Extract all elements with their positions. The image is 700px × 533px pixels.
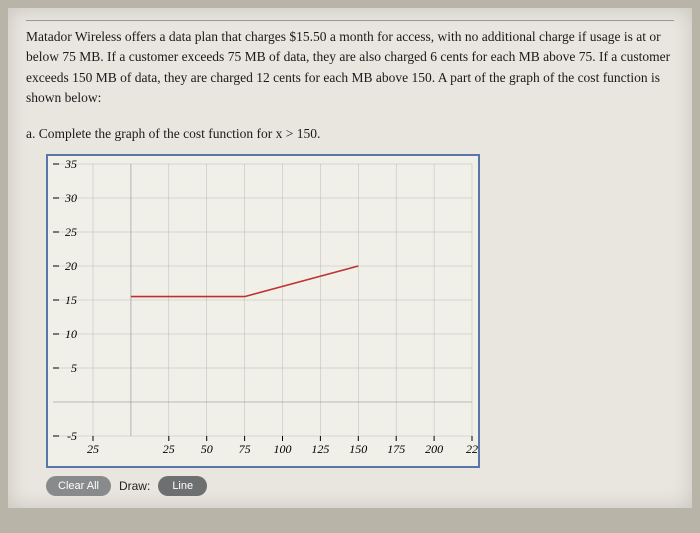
draw-controls: Clear All Draw: Line: [46, 476, 674, 496]
svg-text:125: 125: [311, 442, 329, 456]
svg-text:25: 25: [163, 442, 175, 456]
chart-container: -5 5 10 15 20 25 30 35 25 25 50 75 100 125 150 175 200 22: [46, 154, 486, 468]
svg-text:25: 25: [65, 225, 77, 239]
svg-text:100: 100: [274, 442, 292, 456]
svg-text:10: 10: [65, 327, 77, 341]
svg-text:20: 20: [65, 259, 77, 273]
problem-statement: Matador Wireless offers a data plan that…: [26, 20, 674, 108]
question-a: a. Complete the graph of the cost functi…: [26, 126, 674, 142]
svg-text:175: 175: [387, 442, 405, 456]
svg-text:200: 200: [425, 442, 443, 456]
svg-text:35: 35: [64, 157, 77, 171]
svg-text:-5: -5: [67, 429, 77, 443]
svg-text:75: 75: [239, 442, 251, 456]
svg-text:5: 5: [71, 361, 77, 375]
svg-text:15: 15: [65, 293, 77, 307]
clear-all-button[interactable]: Clear All: [46, 476, 111, 496]
cost-function-chart[interactable]: -5 5 10 15 20 25 30 35 25 25 50 75 100 125 150 175 200 22: [46, 154, 480, 468]
svg-text:30: 30: [64, 191, 77, 205]
worksheet-page: Matador Wireless offers a data plan that…: [8, 8, 692, 508]
svg-text:22: 22: [466, 442, 478, 456]
line-tool-button[interactable]: Line: [158, 476, 207, 496]
plot-svg: -5 5 10 15 20 25 30 35 25 25 50 75 100 125 150 175 200 22: [48, 156, 478, 466]
svg-text:150: 150: [349, 442, 367, 456]
svg-text:25: 25: [87, 442, 99, 456]
svg-text:50: 50: [201, 442, 213, 456]
draw-label: Draw:: [119, 479, 150, 493]
